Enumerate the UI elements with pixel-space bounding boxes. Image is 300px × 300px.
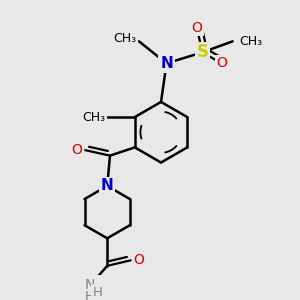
Text: CH₃: CH₃ bbox=[239, 35, 263, 48]
Text: N: N bbox=[101, 178, 114, 194]
Text: O: O bbox=[72, 143, 83, 157]
Text: O: O bbox=[216, 56, 227, 70]
Text: H: H bbox=[84, 290, 94, 300]
Text: H: H bbox=[93, 286, 103, 298]
Text: O: O bbox=[134, 253, 144, 267]
Text: CH₃: CH₃ bbox=[113, 32, 136, 45]
Text: O: O bbox=[191, 20, 202, 34]
Text: S: S bbox=[196, 43, 208, 61]
Text: N: N bbox=[160, 56, 173, 71]
Text: CH₃: CH₃ bbox=[83, 111, 106, 124]
Text: N: N bbox=[84, 278, 94, 292]
